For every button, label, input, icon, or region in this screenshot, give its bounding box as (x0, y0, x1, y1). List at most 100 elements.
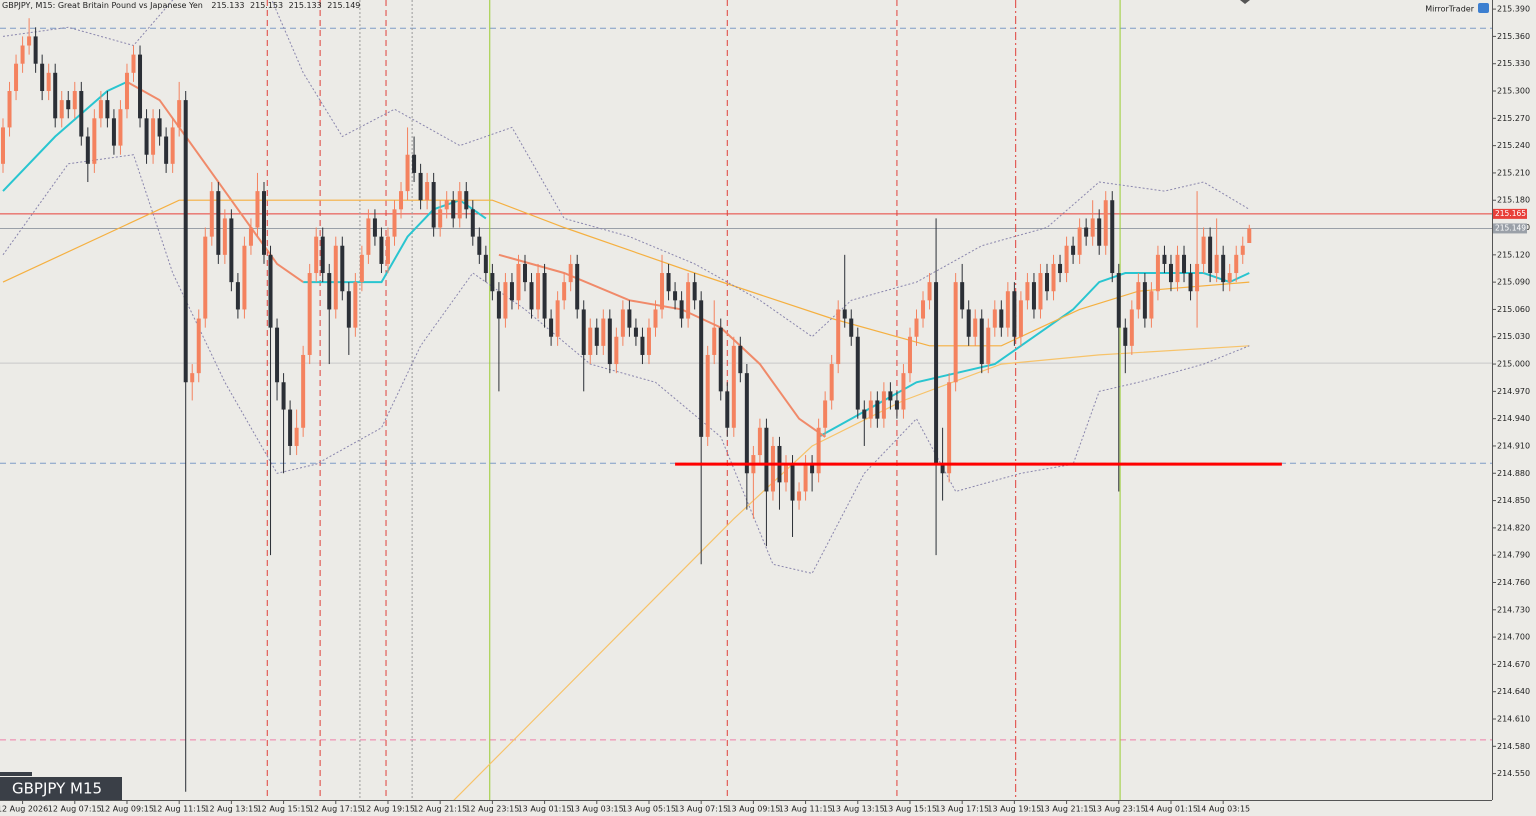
plot-area (0, 0, 1492, 800)
candle-body (444, 200, 449, 210)
candle-body (1195, 263, 1200, 292)
candle-body (314, 236, 319, 274)
y-tick-label: 214.610 (1497, 714, 1530, 723)
candle-body (1136, 282, 1141, 310)
y-tick-label: 215.270 (1497, 114, 1530, 123)
candle-body (196, 318, 201, 374)
candle-body (914, 318, 919, 337)
candle-body (40, 63, 45, 92)
candle-body (288, 409, 293, 446)
y-tick-label: 215.300 (1497, 87, 1530, 96)
candle-body (359, 254, 364, 283)
candle-body (836, 309, 841, 365)
candle-body (679, 300, 684, 319)
candle-body (784, 464, 788, 483)
candle-body (1103, 200, 1108, 246)
x-tick-label: 12 Aug 23:15 (465, 805, 519, 814)
symbol-label: GBPJPY M15 (12, 780, 102, 798)
candle-body (327, 273, 332, 310)
candle-body (620, 309, 625, 337)
x-tick-label: 13 Aug 11:15 (779, 805, 833, 814)
x-tick-label: 13 Aug 23:15 (1092, 805, 1146, 814)
candle-body (464, 191, 469, 210)
brand: MirrorTrader (1425, 5, 1474, 14)
candle-body (842, 309, 847, 319)
candle-body (59, 100, 64, 119)
candle-body (673, 291, 678, 301)
x-tick-label: 12 Aug 17:15 (309, 805, 363, 814)
candle-body (862, 409, 867, 419)
x-tick-label: 13 Aug 17:15 (935, 805, 989, 814)
candle-body (549, 318, 554, 337)
candle-body (457, 191, 462, 219)
candle-body (1240, 245, 1245, 255)
candle-body (1175, 254, 1180, 283)
candle-body (1247, 228, 1252, 244)
candle-body (1051, 263, 1056, 292)
candle-body (1038, 273, 1043, 310)
x-tick-label: 12 Aug 19:15 (361, 805, 415, 814)
candle-body (372, 218, 377, 237)
x-tick-label: 13 Aug 03:15 (570, 805, 624, 814)
candle-body (960, 282, 965, 310)
candle-body (1064, 245, 1069, 274)
y-tick-label: 214.940 (1497, 414, 1530, 423)
candle-body (666, 273, 671, 292)
candle-body (496, 291, 501, 319)
candle-body (907, 336, 912, 374)
candle-body (33, 36, 38, 64)
candle-body (1005, 291, 1010, 328)
candle-body (816, 427, 821, 474)
y-tick-label: 214.880 (1497, 469, 1530, 478)
x-tick-label: 13 Aug 07:15 (674, 805, 728, 814)
candle-body (183, 100, 188, 383)
candle-body (855, 336, 860, 410)
price-tag-label: 215.149 (1495, 223, 1526, 232)
candle-body (601, 318, 606, 346)
candle-body (170, 127, 175, 164)
candle-body (92, 118, 97, 164)
candle-body (294, 427, 299, 446)
high: 215.153 (250, 1, 283, 10)
y-tick-label: 215.180 (1497, 196, 1530, 205)
candle-body (692, 282, 697, 301)
y-tick-label: 214.700 (1497, 633, 1530, 642)
y-tick-label: 214.730 (1497, 605, 1530, 614)
candle-body (921, 300, 926, 319)
candle-body (399, 191, 404, 210)
candle-body (438, 209, 443, 228)
candle-body (451, 200, 456, 219)
candle-body (27, 36, 32, 46)
candle-body (849, 318, 854, 337)
candle-body (1025, 282, 1030, 301)
candle-body (111, 118, 116, 146)
candle-body (986, 327, 991, 365)
candle-body (1155, 254, 1160, 292)
candle-body (568, 263, 573, 283)
candle-body (124, 72, 129, 110)
candle-body (366, 218, 371, 255)
candle-body (72, 91, 77, 110)
candle-body (242, 245, 247, 310)
y-tick-label: 215.060 (1497, 305, 1530, 314)
candle-body (190, 373, 195, 383)
candle-body (607, 318, 612, 365)
x-tick-label: 12 Aug 13:15 (204, 805, 258, 814)
y-tick-label: 214.790 (1497, 551, 1530, 560)
candle-body (20, 45, 25, 64)
candle-body (646, 327, 651, 355)
candle-body (281, 382, 286, 410)
indicator-line (2, 199, 1250, 347)
candle-body (1208, 236, 1213, 274)
candle-body (738, 345, 743, 374)
x-tick-label: 12 Aug 15:15 (257, 805, 311, 814)
candle-body (1031, 282, 1036, 310)
candle-body (275, 327, 280, 383)
candle-body (203, 236, 208, 319)
candle-body (392, 209, 397, 237)
scroll-marker (1240, 0, 1250, 4)
low: 215.133 (289, 1, 322, 10)
candle-body (979, 318, 984, 365)
candle-body (255, 191, 260, 228)
candle-body (575, 263, 580, 310)
